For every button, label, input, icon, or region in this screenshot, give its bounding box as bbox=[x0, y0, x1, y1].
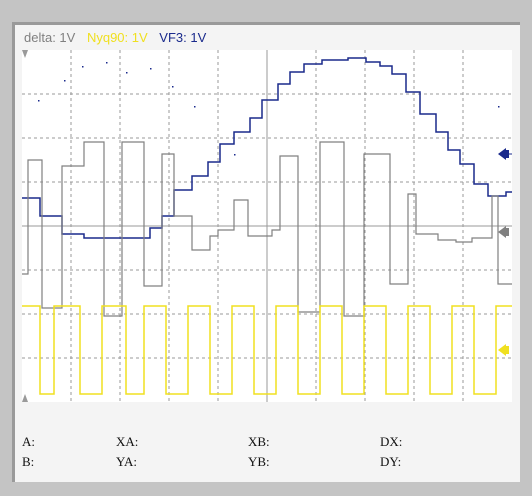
trigger-top-icon[interactable] bbox=[22, 50, 28, 58]
ch-marker-blue-icon[interactable] bbox=[498, 148, 512, 160]
readout-xa: XA: bbox=[116, 434, 139, 449]
oscilloscope-display[interactable] bbox=[22, 50, 512, 402]
noise-dots bbox=[38, 62, 500, 156]
readout-dy: DY: bbox=[380, 454, 402, 469]
readout-ya: YA: bbox=[116, 454, 137, 469]
readout-dx: DX: bbox=[380, 434, 403, 449]
legend-nyq90[interactable]: Nyq90: 1V bbox=[86, 30, 148, 45]
readout-yb: YB: bbox=[248, 454, 270, 469]
delta-trace bbox=[22, 141, 512, 317]
legend-vf3[interactable]: VF3: 1V bbox=[159, 30, 207, 45]
legend-delta[interactable]: delta: 1V bbox=[24, 30, 76, 45]
readout-xb: XB: bbox=[248, 434, 270, 449]
ch-marker-yellow-icon[interactable] bbox=[498, 344, 509, 356]
trigger-bottom-icon[interactable] bbox=[22, 394, 28, 402]
nyq90-trace bbox=[22, 305, 512, 395]
channel-legend: delta: 1V Nyq90: 1V VF3: 1V bbox=[24, 30, 214, 45]
readout-a: A: bbox=[22, 434, 35, 449]
ch-marker-gray-icon[interactable] bbox=[498, 226, 509, 238]
readout-b: B: bbox=[22, 454, 35, 469]
